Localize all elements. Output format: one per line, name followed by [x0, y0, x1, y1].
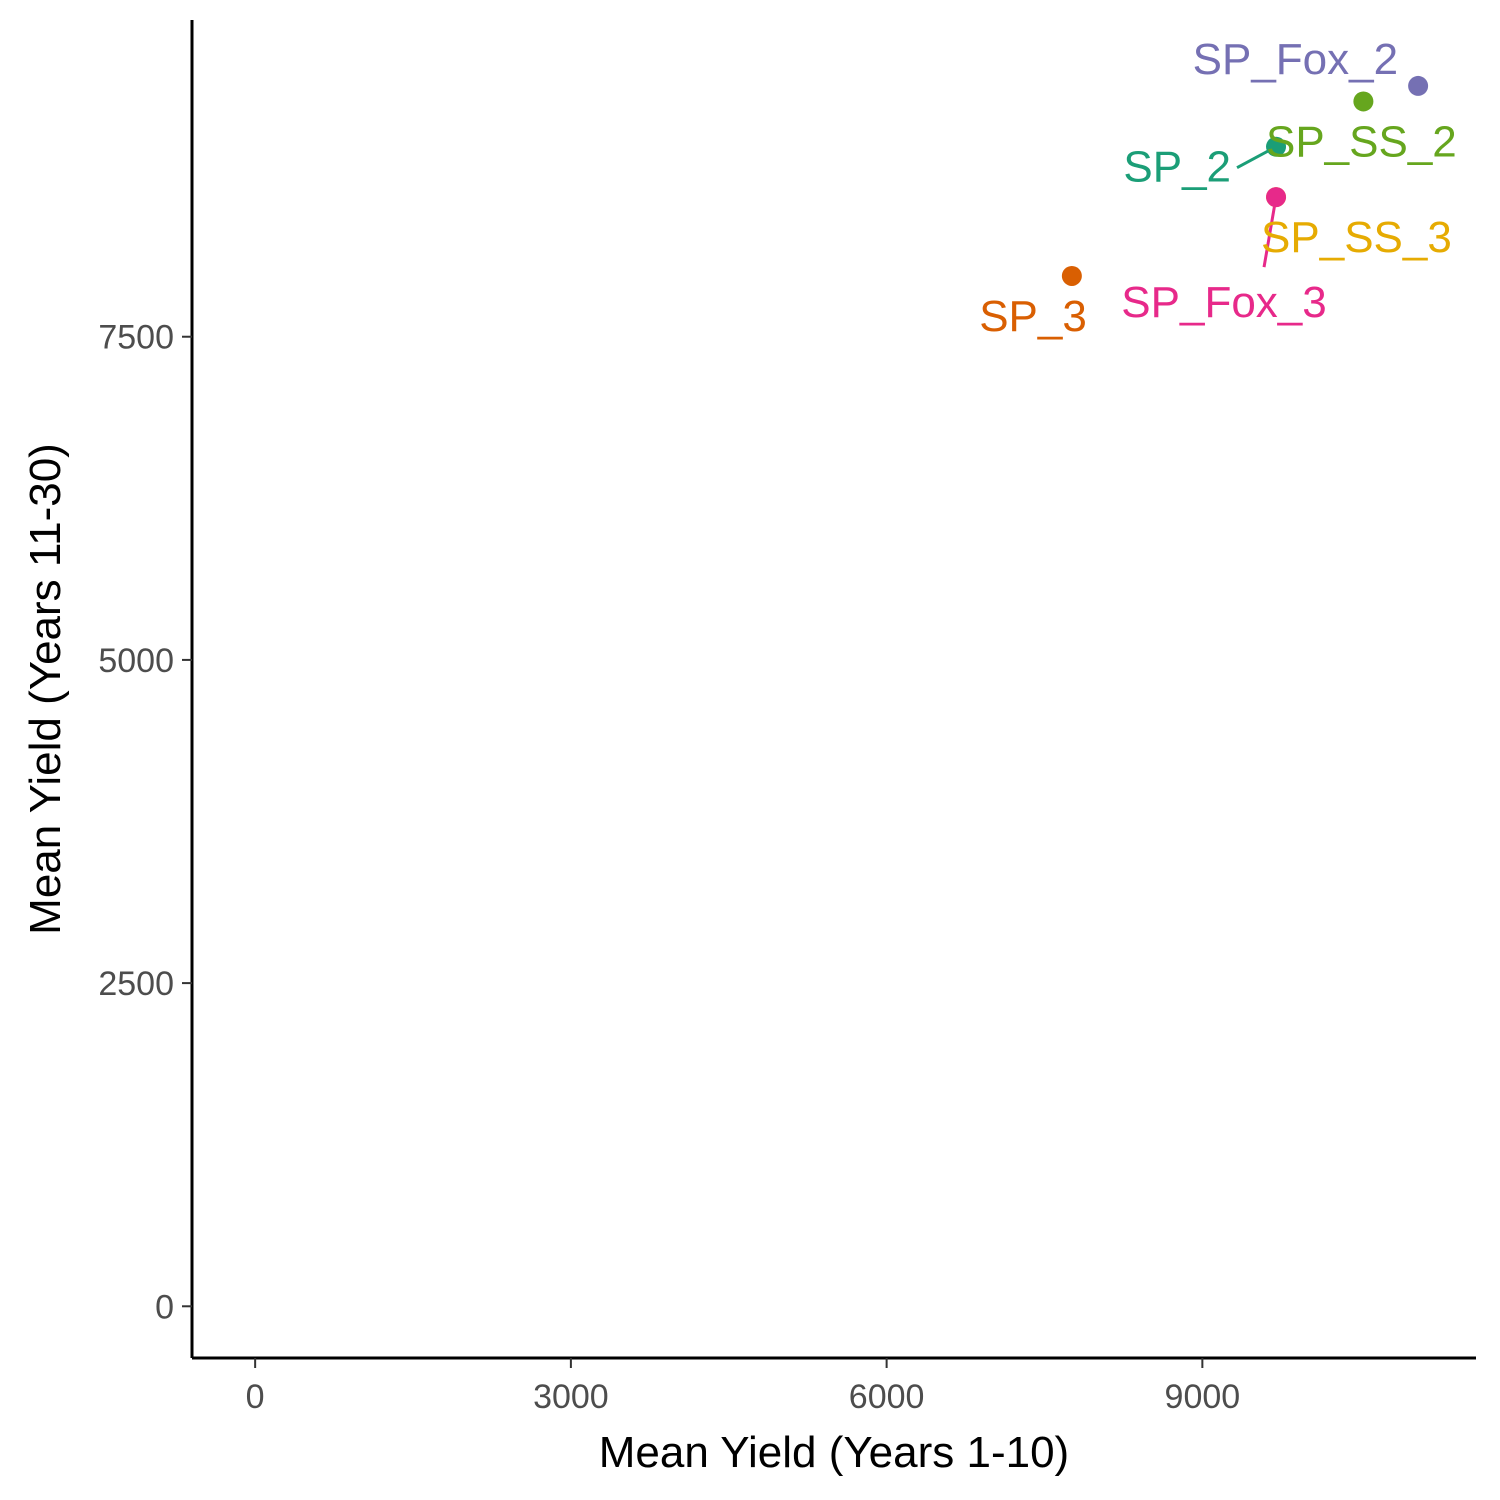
x-axis-ticks: 0 3000 6000 9000	[246, 1358, 1240, 1416]
scatter-point	[1061, 265, 1082, 286]
point-label: SP_Fox_3	[1121, 278, 1326, 327]
scatter-point	[1353, 91, 1374, 112]
x-tick-label: 0	[246, 1378, 265, 1416]
point-label: SP_SS_3	[1261, 213, 1452, 262]
y-tick-label: 0	[155, 1288, 174, 1326]
y-axis-ticks: 0 2500 5000 7500	[98, 319, 192, 1326]
point-label: SP_3	[979, 292, 1087, 341]
point-label: SP_SS_2	[1266, 117, 1457, 166]
point-label: SP_Fox_2	[1193, 35, 1398, 84]
y-tick-label: 7500	[98, 319, 174, 357]
y-tick-label: 5000	[98, 642, 174, 680]
x-tick-label: 9000	[1165, 1378, 1241, 1416]
y-tick-label: 2500	[98, 965, 174, 1003]
scatter-point	[1266, 187, 1287, 208]
x-tick-label: 3000	[533, 1378, 609, 1416]
scatter-point	[1408, 75, 1429, 96]
x-tick-label: 6000	[849, 1378, 925, 1416]
point-labels: SP_Fox_2 SP_SS_2 SP_2 SP_SS_3 SP_Fox_3 SP_3	[979, 35, 1457, 341]
data-points	[1061, 75, 1429, 286]
leader-line	[1262, 196, 1278, 268]
point-label: SP_2	[1123, 143, 1231, 192]
x-axis-title: Mean Yield (Years 1-10)	[599, 1428, 1069, 1477]
scatter-point	[1266, 136, 1287, 157]
y-axis-title: Mean Yield (Years 11-30)	[21, 443, 70, 935]
